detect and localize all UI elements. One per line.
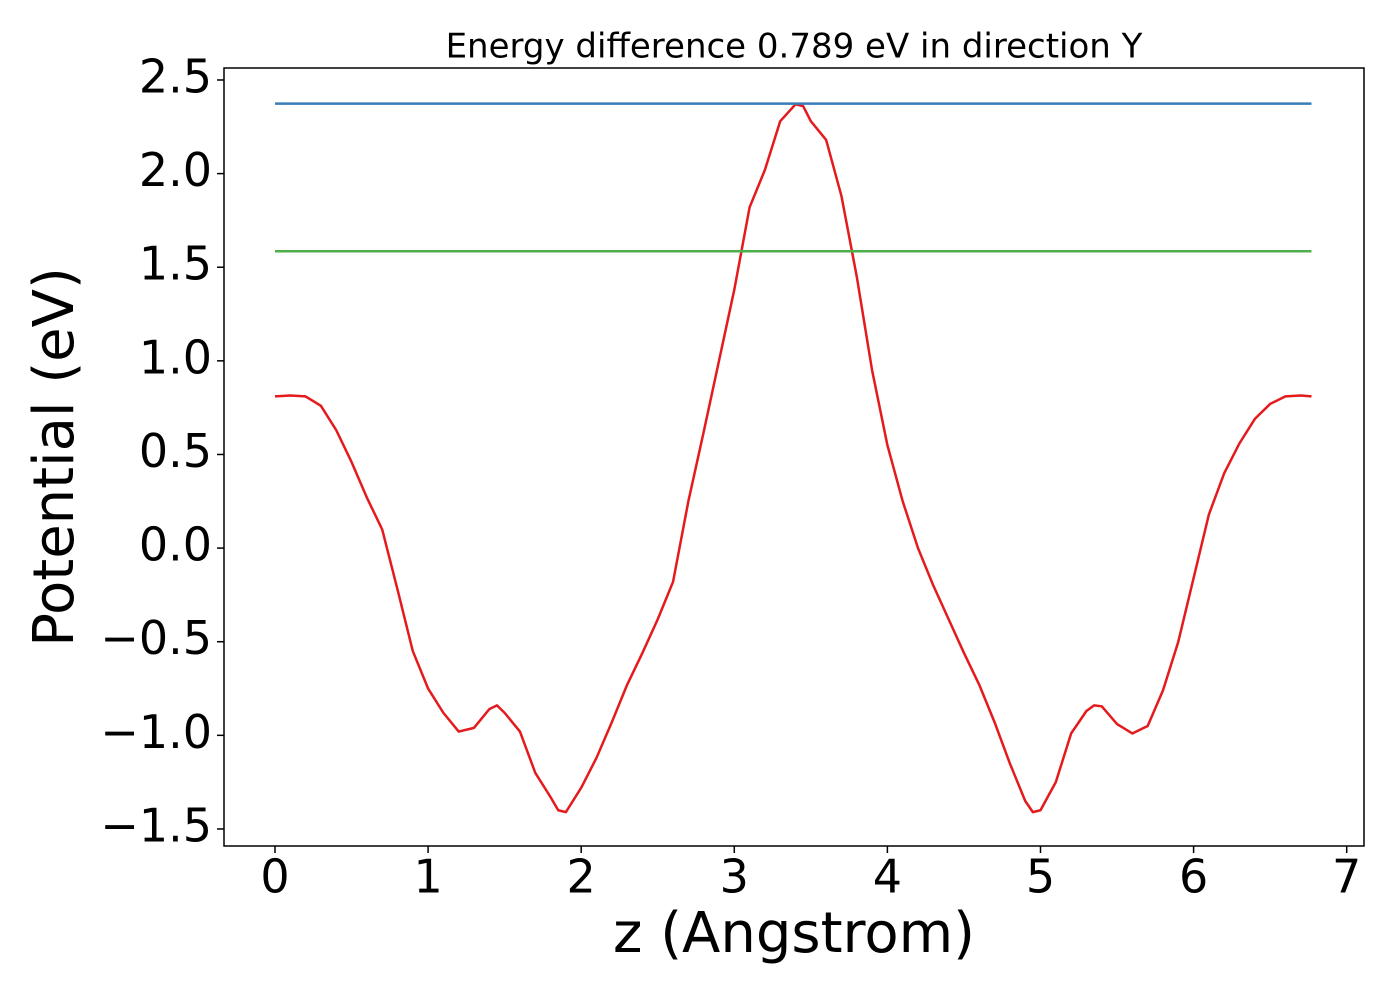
y-tick-label: 0.0: [139, 518, 212, 572]
y-tick-label: 1.0: [139, 330, 212, 384]
y-tick-label: −0.5: [100, 611, 212, 665]
x-tick-label: 7: [1332, 850, 1361, 904]
x-tick-label: 2: [567, 850, 596, 904]
x-axis-label: z (Angstrom): [613, 901, 975, 966]
y-tick-label: −1.5: [100, 798, 212, 852]
y-tick-label: 0.5: [139, 424, 212, 478]
x-tick-label: 5: [1026, 850, 1055, 904]
chart-title: Energy difference 0.789 eV in direction …: [446, 27, 1143, 67]
plot-frame: [223, 67, 1365, 847]
y-axis-label: Potential (eV): [22, 267, 87, 647]
x-tick-label: 1: [413, 850, 442, 904]
x-tick-label: 3: [720, 850, 749, 904]
x-tick-label: 0: [260, 850, 289, 904]
x-tick-label: 6: [1179, 850, 1208, 904]
y-tick-label: 2.5: [139, 49, 212, 103]
y-tick-label: 2.0: [139, 143, 212, 197]
y-tick-label: 1.5: [139, 237, 212, 291]
y-tick-label: −1.0: [100, 705, 212, 759]
x-tick-label: 4: [873, 850, 902, 904]
data-line: [274, 103, 1312, 814]
